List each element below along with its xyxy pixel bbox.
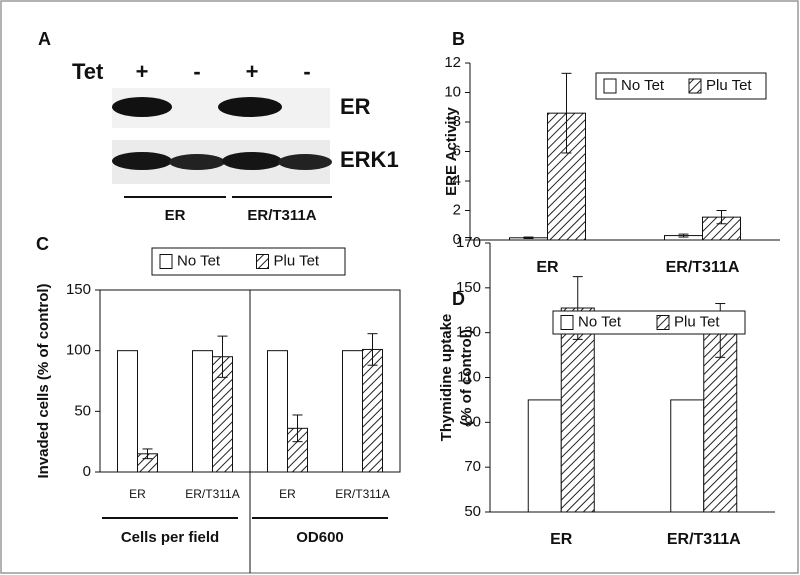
band [218, 97, 282, 117]
legend-box [151, 247, 346, 276]
y-tick-label: 110 [457, 368, 481, 385]
bar [703, 329, 738, 513]
error-bar [523, 236, 534, 240]
panel-letter: D [452, 289, 465, 309]
bar [560, 307, 595, 513]
legend-label: No Tet [578, 313, 622, 330]
y-tick-label: 170 [456, 234, 481, 251]
bar [670, 399, 705, 513]
group-label: ER [165, 207, 186, 224]
y-tick-label: 50 [464, 503, 481, 520]
blot-panel: A Tet + - + - ER ERK1 ER ER/T311A [38, 29, 399, 224]
y-tick-label: 2 [453, 201, 461, 218]
legend-label: No Tet [177, 252, 221, 269]
x-tick-label: ER [536, 259, 559, 276]
bar [342, 350, 363, 473]
y-axis-label: ERE Activity [443, 107, 460, 196]
legend-label: Plu Tet [706, 77, 752, 94]
y-axis-label: Thymidine uptake [438, 314, 455, 442]
bar [267, 350, 288, 473]
x-tick-label: ER/T311A [185, 487, 239, 501]
y-axis-label: (% of control) [458, 329, 475, 426]
error-bar [678, 233, 689, 238]
legend-box [595, 72, 767, 100]
y-tick-label: 0 [83, 463, 91, 480]
y-tick-label: 70 [464, 458, 481, 475]
y-tick-label: 50 [74, 402, 91, 419]
band [278, 154, 332, 170]
panel-letter: A [38, 29, 51, 49]
y-tick-label: 100 [66, 342, 91, 359]
band [112, 97, 172, 117]
x-tick-label: ER/T311A [667, 531, 741, 548]
x-tick-label: ER [550, 531, 573, 548]
y-axis-label: Invaded cells (% of control) [35, 283, 52, 478]
y-tick-label: 90 [464, 413, 481, 430]
y-tick-label: 130 [456, 324, 481, 341]
legend-swatch [256, 254, 269, 269]
legend-swatch [159, 254, 173, 269]
legend-label: No Tet [621, 77, 665, 94]
bar [527, 399, 562, 513]
bar [192, 350, 213, 473]
band-label: ERK1 [340, 147, 399, 172]
error-bar [217, 335, 228, 378]
y-tick-label: 4 [453, 172, 461, 189]
y-tick-label: 0 [453, 231, 461, 248]
x-tick-label: ER/T311A [666, 259, 740, 276]
x-tick-label: ER/T311A [335, 487, 389, 501]
error-bar [142, 448, 153, 460]
lane-label: + [136, 59, 149, 84]
legend-label: Plu Tet [674, 313, 720, 330]
lane-label: + [246, 59, 259, 84]
legend-swatch [560, 315, 574, 330]
legend-swatch [656, 315, 670, 330]
y-tick-label: 6 [453, 142, 461, 159]
y-tick-label: 10 [444, 83, 461, 100]
x-tick-label: ER [129, 487, 146, 501]
band [222, 152, 282, 170]
legend-label: Plu Tet [274, 252, 320, 269]
band [112, 152, 172, 170]
panel-letter: C [36, 234, 49, 254]
panel-letter: B [452, 29, 465, 49]
group-label: OD600 [296, 529, 344, 546]
group-label: Cells per field [121, 529, 219, 546]
legend-swatch [603, 78, 617, 94]
bar [117, 350, 138, 473]
error-bar [561, 72, 572, 154]
lane-label: - [303, 59, 310, 84]
band-label: ER [340, 94, 371, 119]
group-label: ER/T311A [247, 207, 316, 224]
treatment-label: Tet [72, 59, 104, 84]
y-tick-label: 150 [456, 279, 481, 296]
legend-swatch [688, 78, 702, 94]
y-tick-label: 8 [453, 113, 461, 130]
band [169, 154, 225, 170]
error-bar [716, 210, 727, 225]
error-bar [367, 333, 378, 366]
lane-label: - [193, 59, 200, 84]
bar [362, 348, 383, 473]
error-bar [292, 414, 303, 443]
y-tick-label: 12 [444, 54, 461, 71]
x-tick-label: ER [279, 487, 296, 501]
legend-box [552, 310, 746, 335]
y-tick-label: 150 [66, 281, 91, 298]
